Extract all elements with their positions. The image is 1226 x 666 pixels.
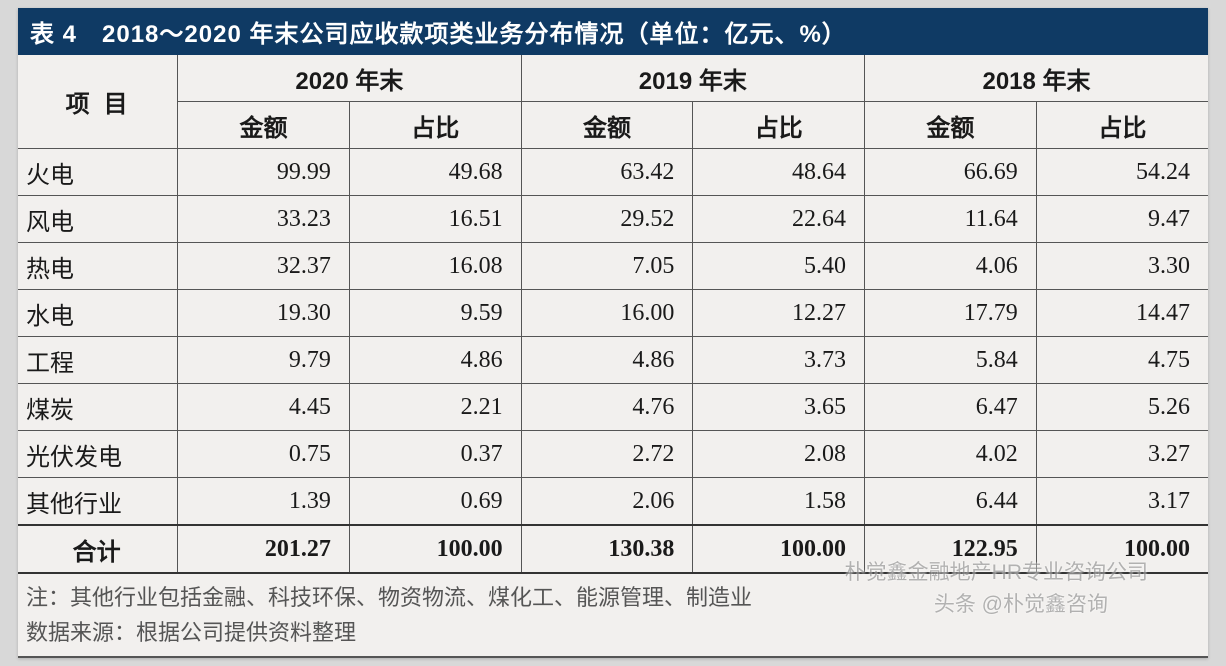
total-value: 122.95 (865, 525, 1037, 573)
cell-value: 54.24 (1036, 149, 1208, 196)
cell-value: 2.21 (349, 384, 521, 431)
cell-value: 3.73 (693, 337, 865, 384)
table-row: 火电99.9949.6863.4248.6466.6954.24 (18, 149, 1208, 196)
cell-value: 3.17 (1036, 478, 1208, 526)
cell-value: 33.23 (178, 196, 350, 243)
cell-value: 2.06 (521, 478, 693, 526)
total-value: 100.00 (349, 525, 521, 573)
table-title: 表 4 2018～2020 年末公司应收款项类业务分布情况（单位：亿元、%） (18, 8, 1208, 55)
total-value: 130.38 (521, 525, 693, 573)
row-category: 热电 (18, 243, 178, 290)
cell-value: 4.02 (865, 431, 1037, 478)
row-category: 光伏发电 (18, 431, 178, 478)
cell-value: 5.84 (865, 337, 1037, 384)
cell-value: 66.69 (865, 149, 1037, 196)
cell-value: 29.52 (521, 196, 693, 243)
cell-value: 3.27 (1036, 431, 1208, 478)
cell-value: 48.64 (693, 149, 865, 196)
table-row: 水电19.309.5916.0012.2717.7914.47 (18, 290, 1208, 337)
cell-value: 0.69 (349, 478, 521, 526)
cell-value: 4.86 (521, 337, 693, 384)
footnote-line: 注：其他行业包括金融、科技环保、物资物流、煤化工、能源管理、制造业 (26, 580, 1200, 615)
header-category: 项目 (18, 55, 178, 149)
header-ratio: 占比 (349, 102, 521, 149)
total-value: 201.27 (178, 525, 350, 573)
row-category: 煤炭 (18, 384, 178, 431)
table-row: 其他行业1.390.692.061.586.443.17 (18, 478, 1208, 526)
header-year-2019: 2019 年末 (521, 55, 864, 102)
cell-value: 7.05 (521, 243, 693, 290)
cell-value: 16.51 (349, 196, 521, 243)
cell-value: 4.76 (521, 384, 693, 431)
header-amount: 金额 (865, 102, 1037, 149)
report-table-card: 表 4 2018～2020 年末公司应收款项类业务分布情况（单位：亿元、%） 项… (18, 8, 1208, 658)
cell-value: 3.30 (1036, 243, 1208, 290)
table-row: 工程9.794.864.863.735.844.75 (18, 337, 1208, 384)
cell-value: 32.37 (178, 243, 350, 290)
cell-value: 4.06 (865, 243, 1037, 290)
total-label: 合计 (18, 525, 178, 573)
cell-value: 0.37 (349, 431, 521, 478)
cell-value: 99.99 (178, 149, 350, 196)
cell-value: 6.44 (865, 478, 1037, 526)
row-category: 火电 (18, 149, 178, 196)
row-category: 水电 (18, 290, 178, 337)
cell-value: 4.45 (178, 384, 350, 431)
cell-value: 16.08 (349, 243, 521, 290)
table-row: 光伏发电0.750.372.722.084.023.27 (18, 431, 1208, 478)
receivables-table: 项目 2020 年末 2019 年末 2018 年末 金额 占比 金额 占比 金… (18, 55, 1208, 574)
header-amount: 金额 (521, 102, 693, 149)
header-amount: 金额 (178, 102, 350, 149)
cell-value: 5.26 (1036, 384, 1208, 431)
cell-value: 2.72 (521, 431, 693, 478)
cell-value: 63.42 (521, 149, 693, 196)
row-category: 风电 (18, 196, 178, 243)
cell-value: 49.68 (349, 149, 521, 196)
cell-value: 3.65 (693, 384, 865, 431)
header-year-2020: 2020 年末 (178, 55, 521, 102)
cell-value: 17.79 (865, 290, 1037, 337)
header-year-2018: 2018 年末 (865, 55, 1208, 102)
row-category: 其他行业 (18, 478, 178, 526)
table-row: 热电32.3716.087.055.404.063.30 (18, 243, 1208, 290)
cell-value: 2.08 (693, 431, 865, 478)
total-value: 100.00 (1036, 525, 1208, 573)
header-ratio: 占比 (1036, 102, 1208, 149)
cell-value: 0.75 (178, 431, 350, 478)
cell-value: 22.64 (693, 196, 865, 243)
table-row: 煤炭4.452.214.763.656.475.26 (18, 384, 1208, 431)
table-row: 风电33.2316.5129.5222.6411.649.47 (18, 196, 1208, 243)
row-category: 工程 (18, 337, 178, 384)
cell-value: 1.58 (693, 478, 865, 526)
cell-value: 4.86 (349, 337, 521, 384)
cell-value: 4.75 (1036, 337, 1208, 384)
cell-value: 6.47 (865, 384, 1037, 431)
cell-value: 11.64 (865, 196, 1037, 243)
cell-value: 1.39 (178, 478, 350, 526)
table-total-row: 合计201.27100.00130.38100.00122.95100.00 (18, 525, 1208, 573)
cell-value: 14.47 (1036, 290, 1208, 337)
cell-value: 9.47 (1036, 196, 1208, 243)
footnotes: 注：其他行业包括金融、科技环保、物资物流、煤化工、能源管理、制造业 数据来源：根… (18, 574, 1208, 658)
footnote-line: 数据来源：根据公司提供资料整理 (26, 615, 1200, 650)
header-ratio: 占比 (693, 102, 865, 149)
cell-value: 9.59 (349, 290, 521, 337)
cell-value: 5.40 (693, 243, 865, 290)
cell-value: 19.30 (178, 290, 350, 337)
cell-value: 9.79 (178, 337, 350, 384)
total-value: 100.00 (693, 525, 865, 573)
cell-value: 16.00 (521, 290, 693, 337)
cell-value: 12.27 (693, 290, 865, 337)
